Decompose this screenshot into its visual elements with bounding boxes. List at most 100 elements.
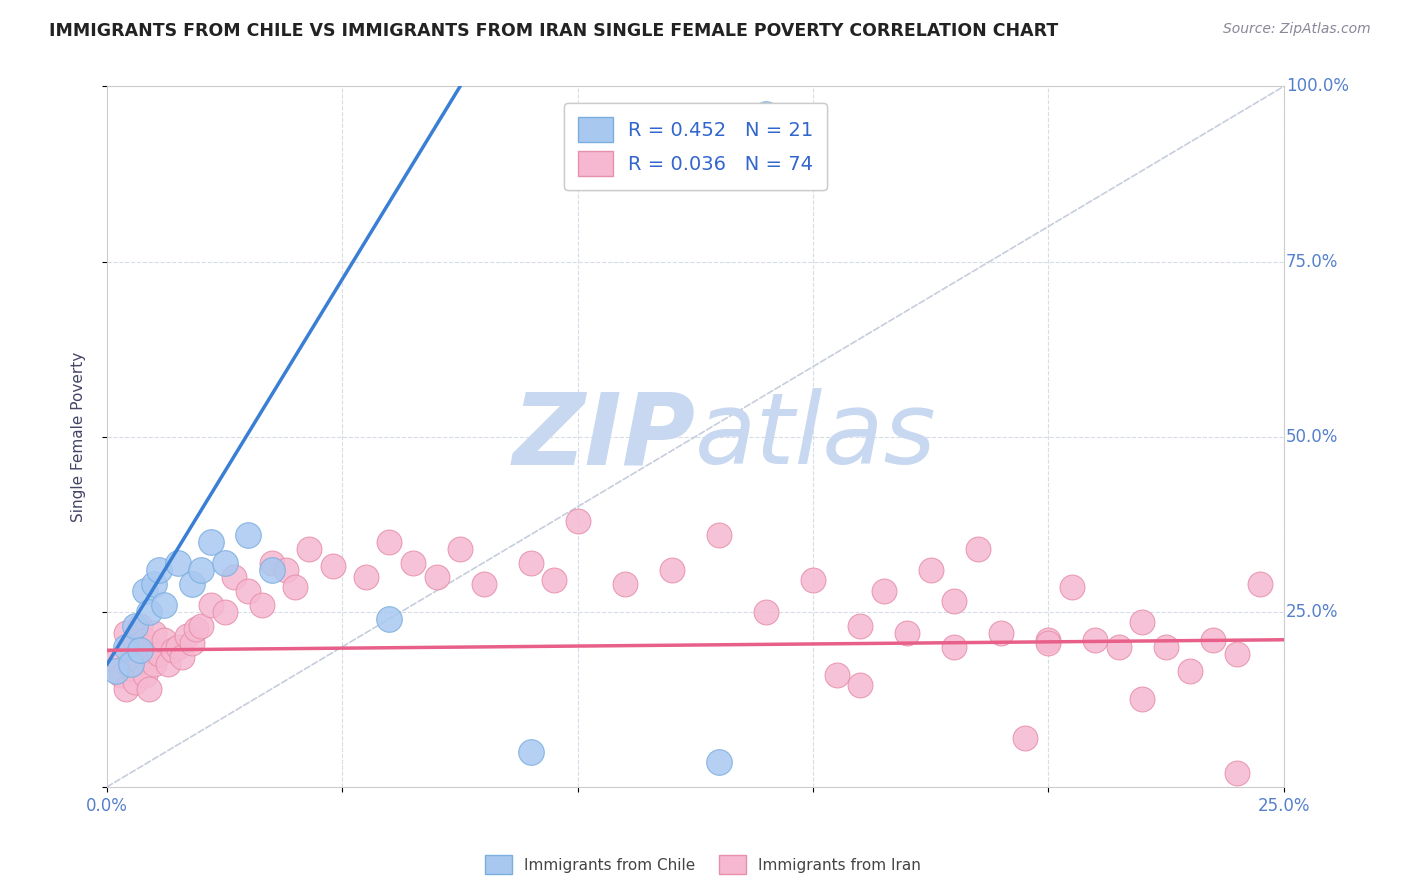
Point (115, 640, 138, 654)
Point (148, 563, 170, 577)
Point (707, 756, 730, 770)
Point (157, 657, 180, 672)
Point (260, 556, 283, 570)
Point (990, 625, 1012, 640)
Point (1154, 640, 1177, 654)
Point (134, 632, 156, 647)
Point (425, 570, 447, 584)
Legend: R = 0.452   N = 21, R = 0.036   N = 74: R = 0.452 N = 21, R = 0.036 N = 74 (564, 103, 827, 190)
Point (1132, 692, 1154, 706)
Point (166, 640, 188, 654)
Point (134, 583, 156, 598)
Y-axis label: Single Female Poverty: Single Female Poverty (72, 351, 86, 522)
Point (755, 605, 778, 619)
Text: 50.0%: 50.0% (1286, 427, 1339, 446)
Point (124, 674, 146, 689)
Point (661, 563, 683, 577)
Point (152, 632, 174, 647)
Point (707, 527, 730, 541)
Point (920, 563, 942, 577)
Point (152, 598, 174, 612)
Point (1060, 580, 1083, 594)
Point (129, 619, 152, 633)
Point (1108, 640, 1130, 654)
Point (129, 654, 152, 668)
Point (172, 650, 194, 665)
Point (138, 640, 160, 654)
Point (190, 619, 212, 633)
Point (354, 570, 377, 584)
Point (110, 667, 132, 681)
Point (115, 681, 138, 696)
Point (186, 622, 208, 636)
Point (449, 541, 471, 556)
Point (378, 612, 401, 626)
Point (849, 619, 872, 633)
Point (180, 636, 202, 650)
Point (120, 657, 142, 672)
Text: 100.0%: 100.0% (1286, 78, 1348, 95)
Point (402, 556, 425, 570)
Point (1014, 731, 1036, 745)
Point (143, 657, 166, 672)
Text: Source: ZipAtlas.com: Source: ZipAtlas.com (1223, 22, 1371, 37)
Text: 75.0%: 75.0% (1286, 252, 1339, 270)
Point (176, 629, 198, 643)
Point (613, 576, 636, 591)
Point (200, 598, 222, 612)
Text: IMMIGRANTS FROM CHILE VS IMMIGRANTS FROM IRAN SINGLE FEMALE POVERTY CORRELATION : IMMIGRANTS FROM CHILE VS IMMIGRANTS FROM… (49, 22, 1059, 40)
Point (115, 625, 138, 640)
Point (124, 619, 146, 633)
Point (162, 643, 184, 657)
Legend: Immigrants from Chile, Immigrants from Iran: Immigrants from Chile, Immigrants from I… (478, 849, 928, 880)
Point (166, 556, 188, 570)
Point (378, 534, 401, 549)
Point (143, 576, 166, 591)
Point (224, 570, 246, 584)
Point (755, 107, 778, 121)
Point (825, 667, 848, 681)
Point (1038, 632, 1060, 647)
Point (1226, 647, 1249, 661)
Point (238, 527, 260, 541)
Point (180, 576, 202, 591)
Point (1249, 576, 1271, 591)
Point (1084, 632, 1107, 647)
Point (519, 745, 541, 759)
Text: 25.0%: 25.0% (1286, 603, 1339, 621)
Point (260, 563, 283, 577)
Point (134, 667, 156, 681)
Point (148, 647, 170, 661)
Point (943, 640, 966, 654)
Point (143, 625, 166, 640)
Point (1132, 615, 1154, 630)
Point (214, 605, 236, 619)
Point (105, 654, 128, 668)
Point (200, 534, 222, 549)
Point (801, 573, 824, 587)
Point (274, 563, 297, 577)
Point (129, 643, 152, 657)
Point (966, 541, 988, 556)
Point (896, 625, 918, 640)
Point (105, 665, 128, 679)
Point (124, 632, 146, 647)
Point (190, 563, 212, 577)
Point (238, 583, 260, 598)
Point (138, 681, 160, 696)
Point (849, 678, 872, 692)
Point (872, 583, 894, 598)
Point (1038, 636, 1060, 650)
Point (567, 514, 589, 528)
Point (1226, 765, 1249, 780)
Point (252, 598, 274, 612)
Point (138, 605, 160, 619)
Text: ZIP: ZIP (512, 388, 696, 485)
Point (1202, 632, 1225, 647)
Point (214, 556, 236, 570)
Point (120, 640, 142, 654)
Point (284, 580, 307, 594)
Point (943, 594, 966, 608)
Point (472, 576, 495, 591)
Point (322, 559, 344, 574)
